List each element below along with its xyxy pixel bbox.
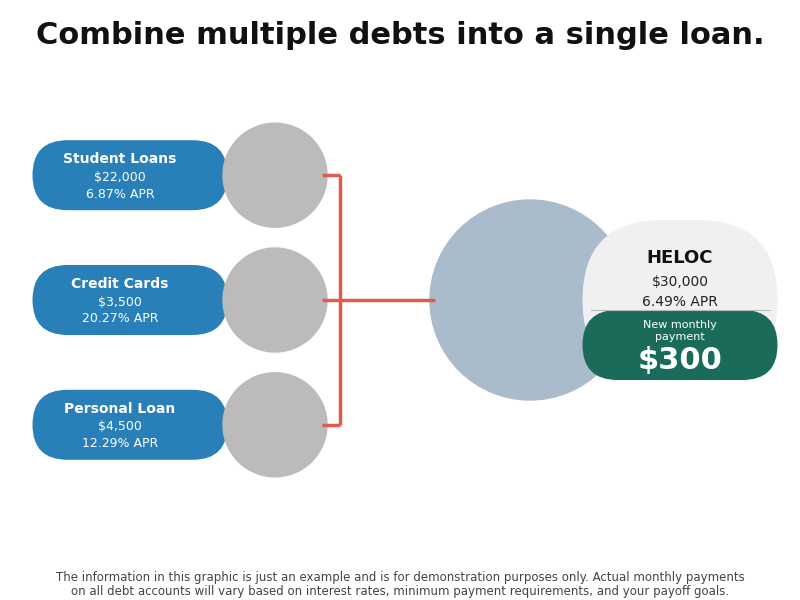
Text: $300: $300 — [638, 346, 722, 376]
Text: Combine multiple debts into a single loan.: Combine multiple debts into a single loa… — [36, 20, 764, 49]
Text: 6.49% APR: 6.49% APR — [642, 295, 718, 309]
Text: HELOC: HELOC — [646, 249, 714, 267]
Circle shape — [430, 200, 630, 400]
Text: on all debt accounts will vary based on interest rates, minimum payment requirem: on all debt accounts will vary based on … — [71, 586, 729, 599]
Text: Credit Cards: Credit Cards — [71, 277, 169, 291]
FancyBboxPatch shape — [33, 265, 227, 335]
Circle shape — [223, 123, 327, 227]
Text: $4,500: $4,500 — [98, 420, 142, 433]
Circle shape — [223, 248, 327, 352]
Text: 12.29% APR: 12.29% APR — [82, 437, 158, 450]
FancyBboxPatch shape — [33, 390, 227, 460]
Text: New monthly
payment: New monthly payment — [643, 320, 717, 342]
Text: 6.87% APR: 6.87% APR — [86, 188, 154, 200]
Text: $3,500: $3,500 — [98, 295, 142, 308]
Text: 20.27% APR: 20.27% APR — [82, 313, 158, 325]
Text: Personal Loan: Personal Loan — [64, 402, 176, 416]
Text: $22,000: $22,000 — [94, 170, 146, 184]
Text: The information in this graphic is just an example and is for demonstration purp: The information in this graphic is just … — [56, 571, 744, 584]
FancyBboxPatch shape — [33, 140, 227, 210]
Text: Student Loans: Student Loans — [63, 152, 177, 166]
FancyBboxPatch shape — [582, 310, 778, 380]
Text: $30,000: $30,000 — [651, 275, 709, 289]
Circle shape — [223, 373, 327, 477]
FancyBboxPatch shape — [582, 220, 778, 380]
